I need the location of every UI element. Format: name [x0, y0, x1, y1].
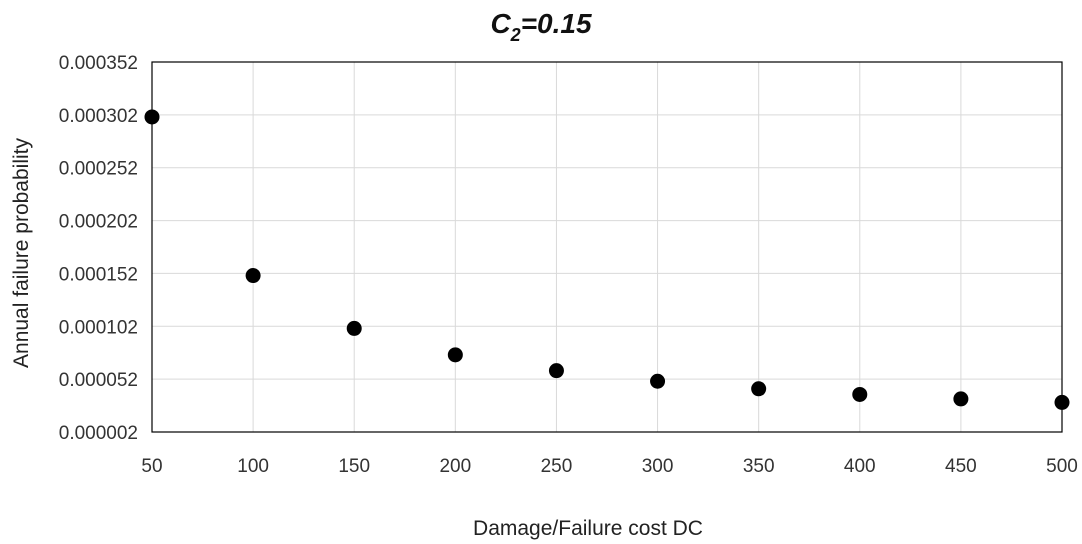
chart-title-main: C: [490, 8, 511, 39]
data-point: [548, 363, 564, 379]
data-point: [245, 268, 261, 284]
x-tick-label: 450: [945, 456, 977, 477]
x-tick-label: 350: [743, 456, 775, 477]
x-tick-labels: 50 100 150 200 250 300 350 400 450 500: [141, 456, 1077, 477]
data-point: [953, 391, 969, 407]
chart-title-subscript: 2: [510, 25, 521, 45]
y-tick-labels: 0.000002 0.000052 0.000102 0.000152 0.000202…: [59, 53, 138, 444]
x-tick-label: 500: [1046, 456, 1078, 477]
data-point: [650, 373, 666, 389]
x-axis-label: Damage/Failure cost DC: [473, 517, 703, 540]
y-tick-label: 0.000002: [59, 423, 138, 444]
y-tick-label: 0.000252: [59, 159, 138, 180]
data-point: [346, 320, 362, 336]
data-point: [852, 386, 868, 402]
y-tick-label: 0.000052: [59, 370, 138, 391]
y-axis-label: Annual failure probability: [10, 138, 33, 368]
y-tick-label: 0.000102: [59, 317, 138, 338]
x-tick-label: 150: [338, 456, 370, 477]
data-point: [447, 347, 463, 363]
x-tick-label: 200: [439, 456, 471, 477]
y-tick-label: 0.000202: [59, 212, 138, 233]
y-tick-label: 0.000352: [59, 53, 138, 74]
x-tick-label: 250: [541, 456, 573, 477]
data-points: [144, 109, 1070, 410]
plot-frame: [151, 61, 1063, 433]
y-tick-label: 0.000302: [59, 106, 138, 127]
x-tick-label: 300: [642, 456, 674, 477]
data-point: [1054, 394, 1070, 410]
chart-title: C2=0.15: [490, 8, 592, 45]
y-tick-label: 0.000152: [59, 264, 138, 285]
chart-title-suffix: =0.15: [521, 8, 592, 39]
x-tick-label: 400: [844, 456, 876, 477]
data-point: [144, 109, 160, 125]
x-tick-label: 100: [237, 456, 269, 477]
x-tick-label: 50: [141, 456, 162, 477]
grid-lines: [151, 61, 1063, 433]
data-point: [751, 381, 767, 397]
